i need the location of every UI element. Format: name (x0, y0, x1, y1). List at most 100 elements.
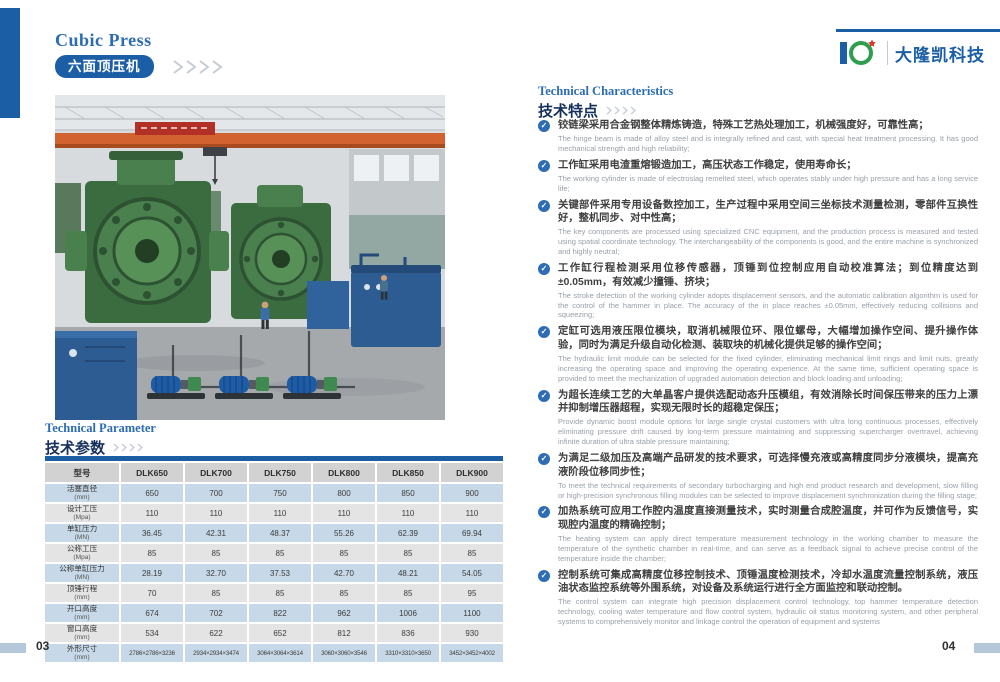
feature-item: ✓ 工作缸行程检测采用位移传感器，顶锤到位控制应用自动校准算法；到位精度达到±0… (538, 262, 978, 320)
table-cell: 1006 (377, 604, 439, 622)
section-title-en: Technical Characteristics (538, 84, 674, 98)
table-header-cell: DLK850 (377, 463, 439, 482)
feature-text-zh: 工作缸采用电渣重熔锻造加工，高压状态工作稳定，使用寿命长； (558, 159, 857, 171)
table-cell: 85 (185, 584, 247, 602)
section-title-en: Technical Parameter (45, 421, 156, 435)
table-cell: 85 (377, 544, 439, 562)
table-row: 开口高度 (mm) 674 702 822 962 1006 1100 (45, 604, 503, 622)
row-label: 顶锤行程 (mm) (45, 584, 119, 602)
feature-text-en: The hydraulic limit module can be select… (558, 354, 978, 383)
table-cell: 2786×2786×3236 (121, 644, 183, 662)
table-cell: 85 (313, 544, 375, 562)
table-row: 设计工压 (Mpa) 110 110 110 110 110 110 (45, 504, 503, 522)
brand-name: 大隆凯科技 (895, 45, 985, 65)
table-cell: 650 (121, 484, 183, 502)
table-cell: 48.37 (249, 524, 311, 542)
table-header-row: 型号 DLK650 DLK700 DLK750 DLK800 DLK850 DL… (45, 463, 503, 482)
feature-text-zh: 加热系统可应用工作腔内温度直接测量技术，实时测量合成腔温度，并可作为反馈信号，实… (558, 506, 978, 532)
table-cell: 32.70 (185, 564, 247, 582)
cubic-press-machine (231, 185, 331, 319)
check-icon: ✓ (538, 389, 550, 402)
table-cell: 850 (377, 484, 439, 502)
table-cell: 48.21 (377, 564, 439, 582)
table-top-bar (45, 456, 503, 461)
row-label: 外形尺寸 (mm) (45, 644, 119, 662)
table-cell: 622 (185, 624, 247, 642)
table-cell: 702 (185, 604, 247, 622)
feature-item: ✓ 为超长连续工艺的大单晶客户提供选配动态升压模组，有效消除长时间保压带来的压力… (538, 389, 978, 447)
cubic-press-machine (65, 151, 229, 323)
feature-item: ✓ 铰链梁采用合金钢整体精炼铸造，特殊工艺热处理加工，机械强度好，可靠性高； T… (538, 119, 978, 154)
table-cell: 674 (121, 604, 183, 622)
feature-text-en: The hinge beam is made of alloy steel an… (558, 134, 978, 153)
row-label: 设计工压 (Mpa) (45, 504, 119, 522)
feature-text-en: The heating system can apply direct temp… (558, 534, 978, 563)
roof-trusses (55, 106, 445, 131)
table-cell: 3452×3452×4002 (441, 644, 503, 662)
row-label: 公称工压 (Mpa) (45, 544, 119, 562)
feature-item: ✓ 控制系统可集成高精度位移控制技术、顶锤温度检测技术，冷却水温度流量控制系统，… (538, 569, 978, 627)
hydraulic-tank (55, 331, 137, 420)
page-number-bar (974, 643, 1000, 653)
table-cell: 85 (121, 544, 183, 562)
feature-text-en: The key components are processed using s… (558, 227, 978, 257)
table-header-cell: DLK700 (185, 463, 247, 482)
chevrons-icon (606, 106, 637, 115)
table-header-cell: DLK800 (313, 463, 375, 482)
row-label: 活塞直径 (mm) (45, 484, 119, 502)
pipes (151, 331, 355, 395)
feature-text-zh: 关键部件采用专用设备数控加工，生产过程中采用空间三坐标技术测量检测，零部件互换性… (558, 199, 978, 225)
table-cell: 3310×3310×3650 (377, 644, 439, 662)
feature-text-zh: 为满足二级加压及高端产品研发的技术要求，可选择慢充液或高精度同步分液模块，提高充… (558, 453, 978, 478)
feature-item: ✓ 工作缸采用电渣重熔锻造加工，高压状态工作稳定，使用寿命长； The work… (538, 159, 978, 194)
table-cell: 110 (441, 504, 503, 522)
page-number-left: 03 (36, 639, 50, 653)
table-cell: 930 (441, 624, 503, 642)
table-cell: 54.05 (441, 564, 503, 582)
check-icon: ✓ (538, 326, 550, 339)
check-icon: ✓ (538, 263, 550, 276)
table-cell: 900 (441, 484, 503, 502)
feature-item: ✓ 为满足二级加压及高端产品研发的技术要求，可选择慢充液或高精度同步分液模块，提… (538, 452, 978, 500)
parameters-table: 型号 DLK650 DLK700 DLK750 DLK800 DLK850 DL… (45, 456, 503, 664)
hydraulic-tank (307, 281, 349, 329)
feature-text-en: To meet the technical requirements of se… (558, 480, 978, 500)
row-label: 单缸压力 (MN) (45, 524, 119, 542)
table-cell: 534 (121, 624, 183, 642)
table-cell: 85 (377, 584, 439, 602)
feature-text-zh: 控制系统可集成高精度位移控制技术、顶锤温度检测技术，冷却水温度流量控制系统，液压… (558, 569, 978, 595)
left-accent-bar (0, 8, 20, 118)
table-cell: 800 (313, 484, 375, 502)
table-cell: 700 (185, 484, 247, 502)
table-cell: 37.53 (249, 564, 311, 582)
table-row: 活塞直径 (mm) 650 700 750 800 850 900 (45, 484, 503, 502)
row-label: 窗口高度 (mm) (45, 624, 119, 642)
table-cell: 42.70 (313, 564, 375, 582)
section-technical-parameter: Technical Parameter 技术参数 (45, 421, 156, 458)
table-row: 外形尺寸 (mm) 2786×2786×3236 2934×2934×3474 … (45, 644, 503, 662)
product-name-badge: 六面顶压机 (55, 55, 154, 78)
features-list: ✓ 铰链梁采用合金钢整体精炼铸造，特殊工艺热处理加工，机械强度好，可靠性高； T… (538, 119, 978, 632)
brand-logo: 大隆凯科技 (838, 38, 985, 68)
table-row: 顶锤行程 (mm) 70 85 85 85 85 95 (45, 584, 503, 602)
hydraulic-tank (351, 253, 441, 347)
table-cell: 62.39 (377, 524, 439, 542)
chevrons-icon (173, 60, 223, 74)
check-icon: ✓ (538, 569, 550, 582)
table-cell: 110 (249, 504, 311, 522)
table-cell: 836 (377, 624, 439, 642)
table-cell: 85 (441, 544, 503, 562)
page-title: Cubic Press (55, 30, 152, 50)
table-cell: 70 (121, 584, 183, 602)
table-cell: 110 (313, 504, 375, 522)
table-cell: 812 (313, 624, 375, 642)
table-cell: 55.26 (313, 524, 375, 542)
worker-figure (379, 274, 389, 300)
table-row: 公称单缸压力 (MN) 28.19 32.70 37.53 42.70 48.2… (45, 564, 503, 582)
feature-text-zh: 工作缸行程检测采用位移传感器，顶锤到位控制应用自动校准算法；到位精度达到±0.0… (558, 263, 978, 288)
check-icon: ✓ (538, 506, 550, 519)
feature-text-en: The control system can integrate high pr… (558, 597, 978, 627)
page-number-right: 04 (942, 639, 956, 653)
worker-figure (260, 301, 270, 329)
